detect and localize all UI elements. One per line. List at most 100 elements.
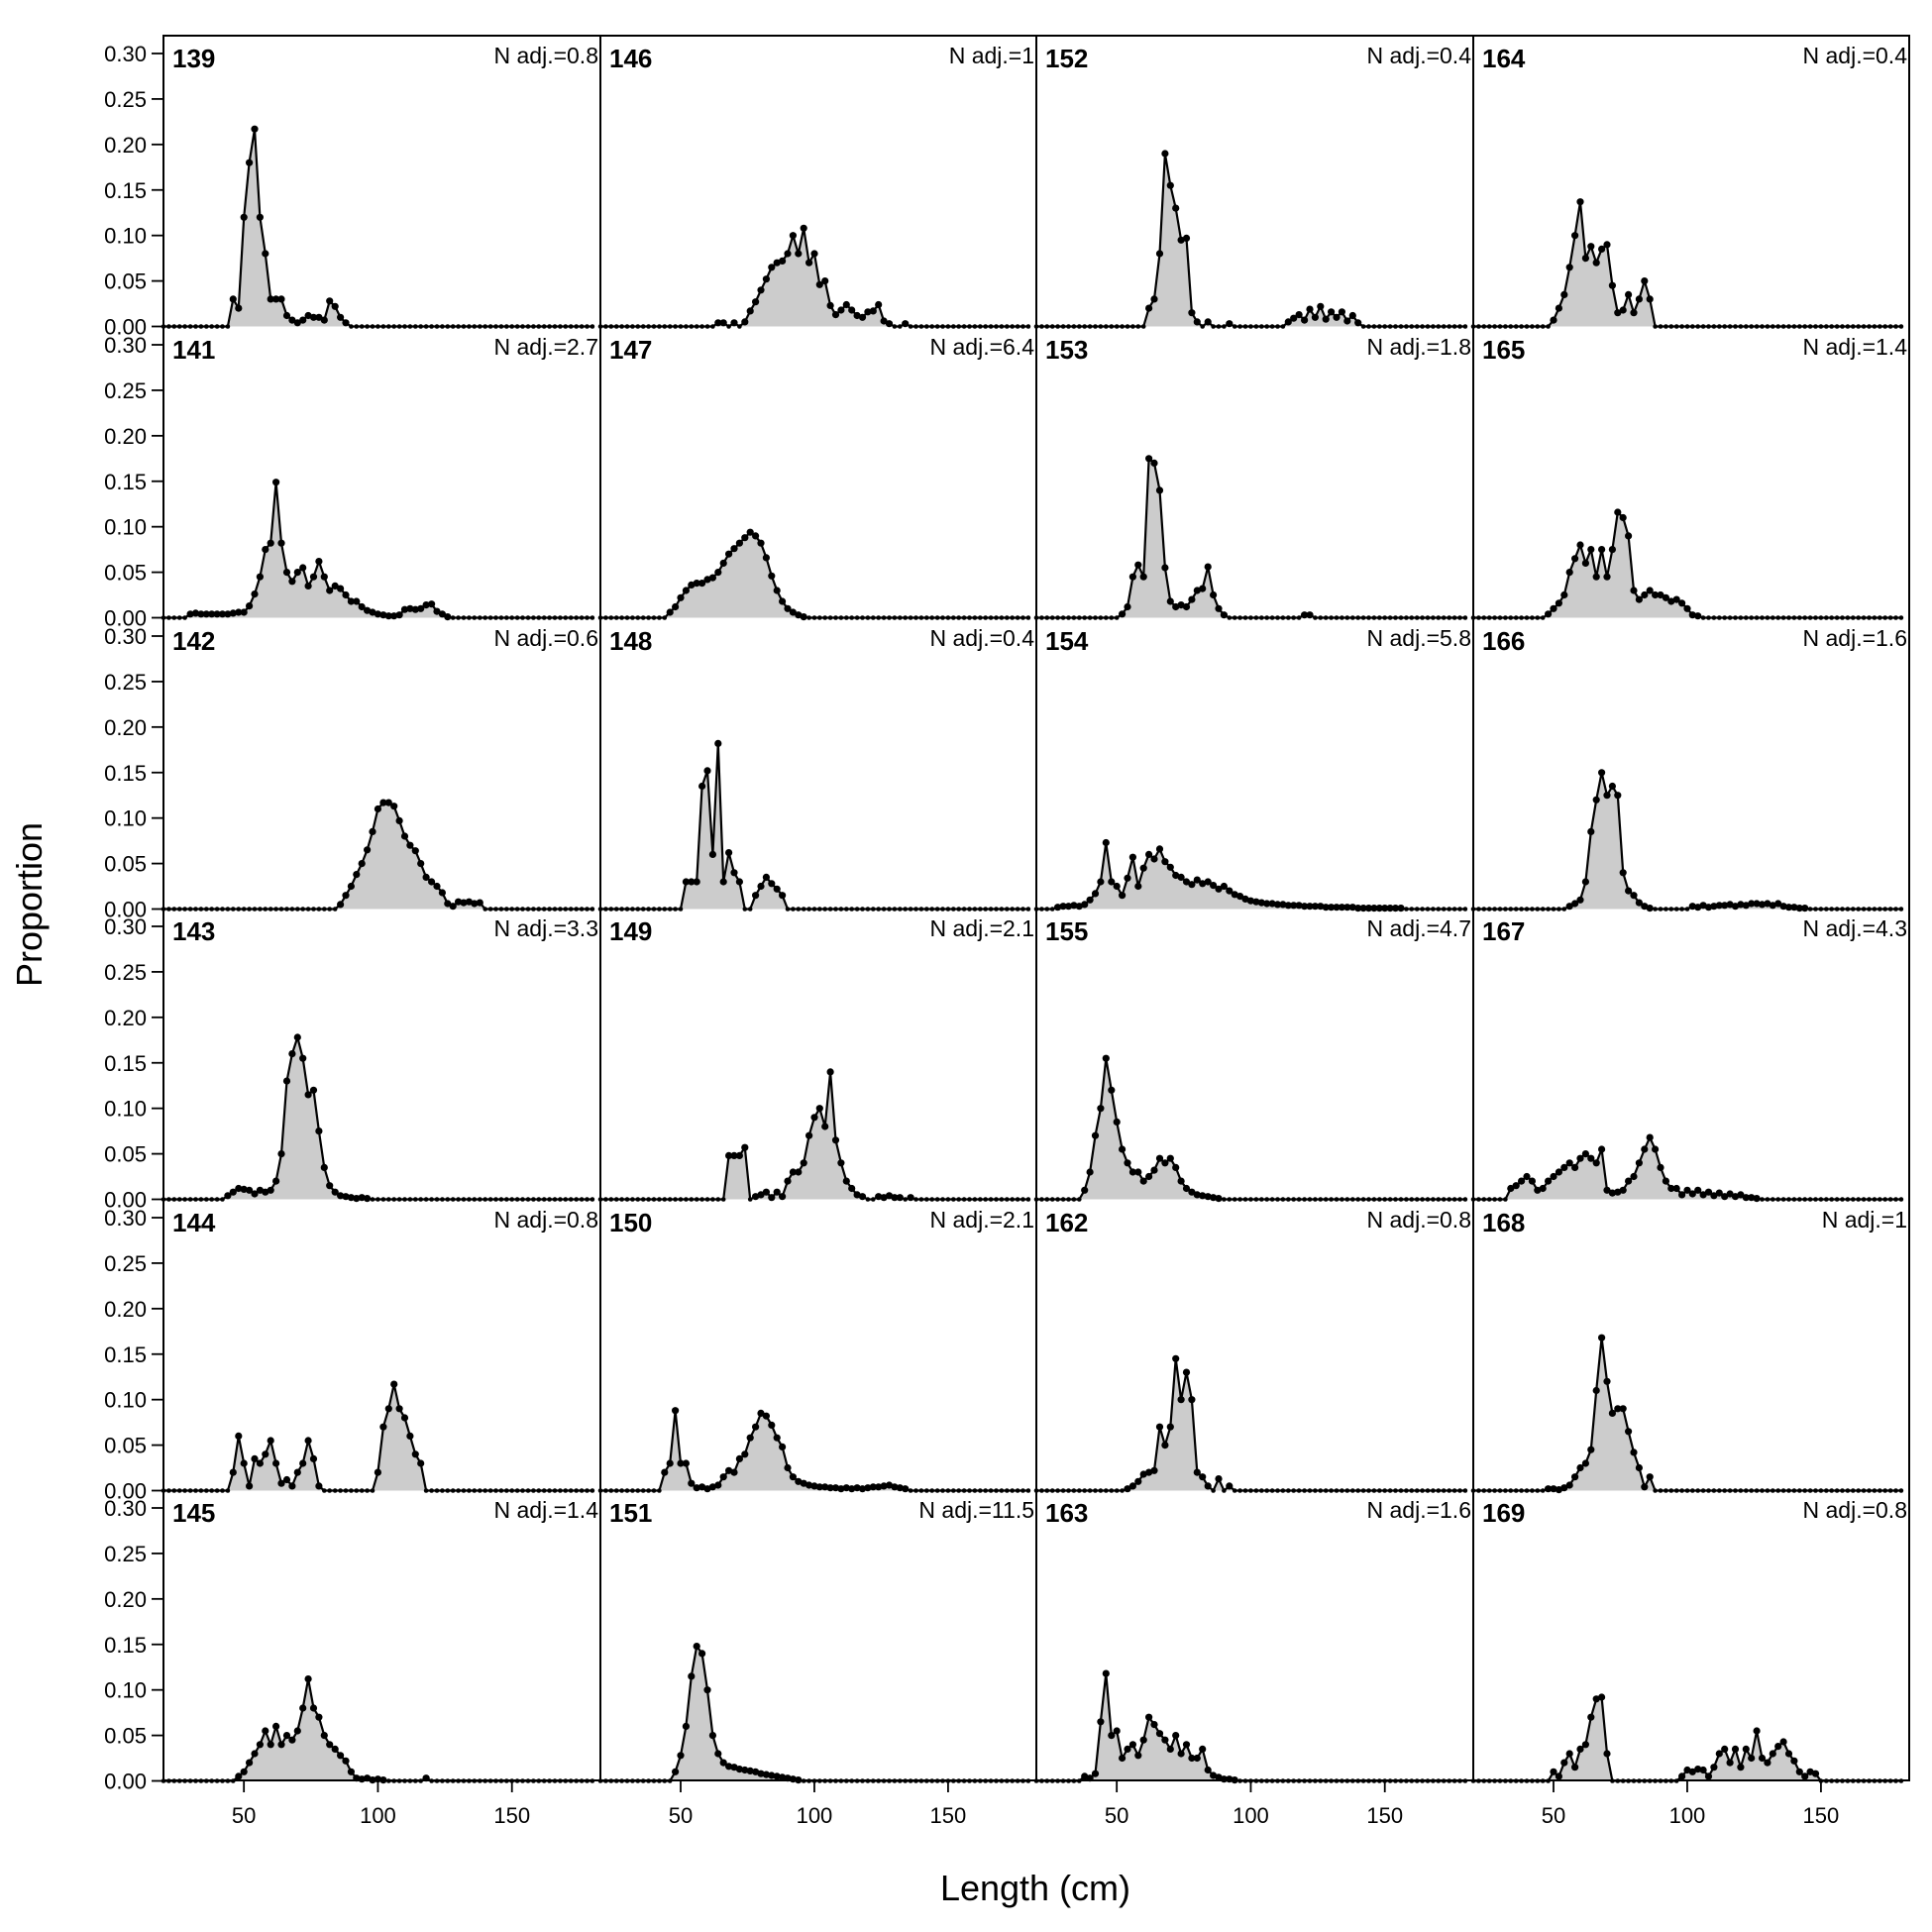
point-154-180 bbox=[1462, 907, 1468, 912]
y-tick-label: 0.25 bbox=[104, 1542, 147, 1566]
point-141-148 bbox=[504, 615, 509, 620]
point-155-60 bbox=[1139, 1177, 1147, 1185]
point-141-76 bbox=[309, 573, 318, 581]
point-162-166 bbox=[1425, 1488, 1431, 1493]
point-142-130 bbox=[455, 898, 463, 906]
y-tick-label: 0.00 bbox=[104, 315, 147, 340]
point-143-72 bbox=[299, 1054, 307, 1062]
point-152-146 bbox=[1371, 324, 1377, 329]
point-155-110 bbox=[1275, 1197, 1280, 1202]
point-154-176 bbox=[1451, 907, 1457, 912]
point-163-88 bbox=[1215, 1773, 1223, 1781]
panel-grid: 139 N adj.=0.8 146 N adj.=1 152 N adj.=0.4 164… bbox=[104, 35, 1910, 1828]
point-146-100 bbox=[810, 250, 818, 258]
point-148-32 bbox=[630, 907, 635, 912]
point-154-34 bbox=[1070, 902, 1078, 910]
point-167-108 bbox=[1704, 1188, 1713, 1196]
point-152-50 bbox=[1114, 324, 1120, 329]
point-142-112 bbox=[406, 841, 414, 849]
series-line-165 bbox=[1473, 509, 1901, 619]
point-143-60 bbox=[267, 1186, 274, 1194]
point-166-144 bbox=[1801, 905, 1809, 912]
x-tick-label: 50 bbox=[232, 1803, 256, 1828]
point-154-142 bbox=[1359, 905, 1367, 912]
point-164-162 bbox=[1851, 324, 1856, 329]
point-165-22 bbox=[1476, 615, 1481, 620]
point-168-162 bbox=[1851, 1488, 1856, 1493]
point-152-26 bbox=[1049, 324, 1055, 329]
point-152-36 bbox=[1077, 324, 1082, 329]
point-142-166 bbox=[552, 907, 558, 912]
point-167-144 bbox=[1802, 1197, 1807, 1202]
point-144-88 bbox=[343, 1488, 349, 1493]
point-153-158 bbox=[1404, 615, 1409, 620]
point-155-32 bbox=[1066, 1197, 1071, 1202]
point-162-162 bbox=[1414, 1488, 1420, 1493]
point-141-90 bbox=[347, 597, 355, 605]
point-163-68 bbox=[1161, 1736, 1169, 1744]
series-line-141 bbox=[163, 482, 592, 619]
point-149-84 bbox=[768, 1194, 776, 1202]
area-143 bbox=[163, 1037, 592, 1200]
point-146-130 bbox=[892, 324, 898, 329]
point-167-98 bbox=[1678, 1191, 1686, 1199]
point-146-128 bbox=[885, 320, 894, 328]
point-164-76 bbox=[1619, 306, 1627, 314]
point-148-98 bbox=[806, 907, 811, 912]
point-145-64 bbox=[277, 1741, 285, 1749]
point-167-26 bbox=[1486, 1197, 1492, 1202]
point-155-56 bbox=[1128, 1168, 1136, 1176]
point-148-82 bbox=[762, 873, 771, 882]
point-147-156 bbox=[961, 615, 967, 620]
point-150-80 bbox=[757, 1409, 765, 1417]
point-169-144 bbox=[1801, 1772, 1809, 1780]
point-165-136 bbox=[1780, 615, 1786, 620]
point-165-160 bbox=[1845, 615, 1851, 620]
point-166-156 bbox=[1834, 907, 1840, 912]
point-149-54 bbox=[689, 1197, 695, 1202]
point-146-22 bbox=[603, 324, 608, 329]
point-166-166 bbox=[1861, 907, 1867, 912]
point-144-22 bbox=[166, 1488, 171, 1493]
panel-label-143: 143 bbox=[172, 916, 215, 946]
point-162-140 bbox=[1355, 1488, 1360, 1493]
point-162-74 bbox=[1177, 1396, 1185, 1404]
point-149-164 bbox=[983, 1197, 988, 1202]
point-150-156 bbox=[961, 1488, 967, 1493]
point-149-80 bbox=[757, 1191, 765, 1199]
point-150-90 bbox=[784, 1463, 792, 1472]
point-164-120 bbox=[1738, 324, 1744, 329]
point-155-40 bbox=[1086, 1168, 1094, 1176]
point-167-126 bbox=[1753, 1195, 1761, 1203]
y-tick-label: 0.15 bbox=[104, 1342, 147, 1367]
point-144-172 bbox=[568, 1488, 574, 1493]
point-139-162 bbox=[541, 324, 547, 329]
point-146-54 bbox=[689, 324, 695, 329]
point-153-154 bbox=[1393, 615, 1398, 620]
point-153-44 bbox=[1098, 615, 1104, 620]
point-155-64 bbox=[1150, 1166, 1158, 1174]
point-168-68 bbox=[1598, 1334, 1606, 1342]
point-150-84 bbox=[768, 1421, 776, 1429]
point-139-104 bbox=[386, 324, 391, 329]
point-147-150 bbox=[945, 615, 951, 620]
panel-nadj-169: N adj.=0.8 bbox=[1803, 1497, 1908, 1523]
point-141-136 bbox=[472, 615, 478, 620]
point-166-150 bbox=[1818, 907, 1824, 912]
point-168-82 bbox=[1635, 1463, 1643, 1472]
point-147-26 bbox=[613, 615, 619, 620]
point-146-92 bbox=[789, 232, 798, 240]
point-147-72 bbox=[735, 539, 744, 547]
point-153-174 bbox=[1447, 615, 1451, 620]
point-150-180 bbox=[1025, 1488, 1031, 1493]
point-163-48 bbox=[1108, 1732, 1116, 1740]
point-151-72 bbox=[735, 1766, 744, 1773]
point-162-78 bbox=[1188, 1396, 1196, 1404]
point-168-28 bbox=[1492, 1488, 1497, 1493]
point-154-70 bbox=[1166, 863, 1174, 871]
point-148-152 bbox=[951, 907, 956, 912]
point-153-88 bbox=[1215, 604, 1223, 612]
point-166-26 bbox=[1486, 907, 1492, 912]
point-146-84 bbox=[768, 264, 776, 271]
panel-label-149: 149 bbox=[609, 916, 652, 946]
